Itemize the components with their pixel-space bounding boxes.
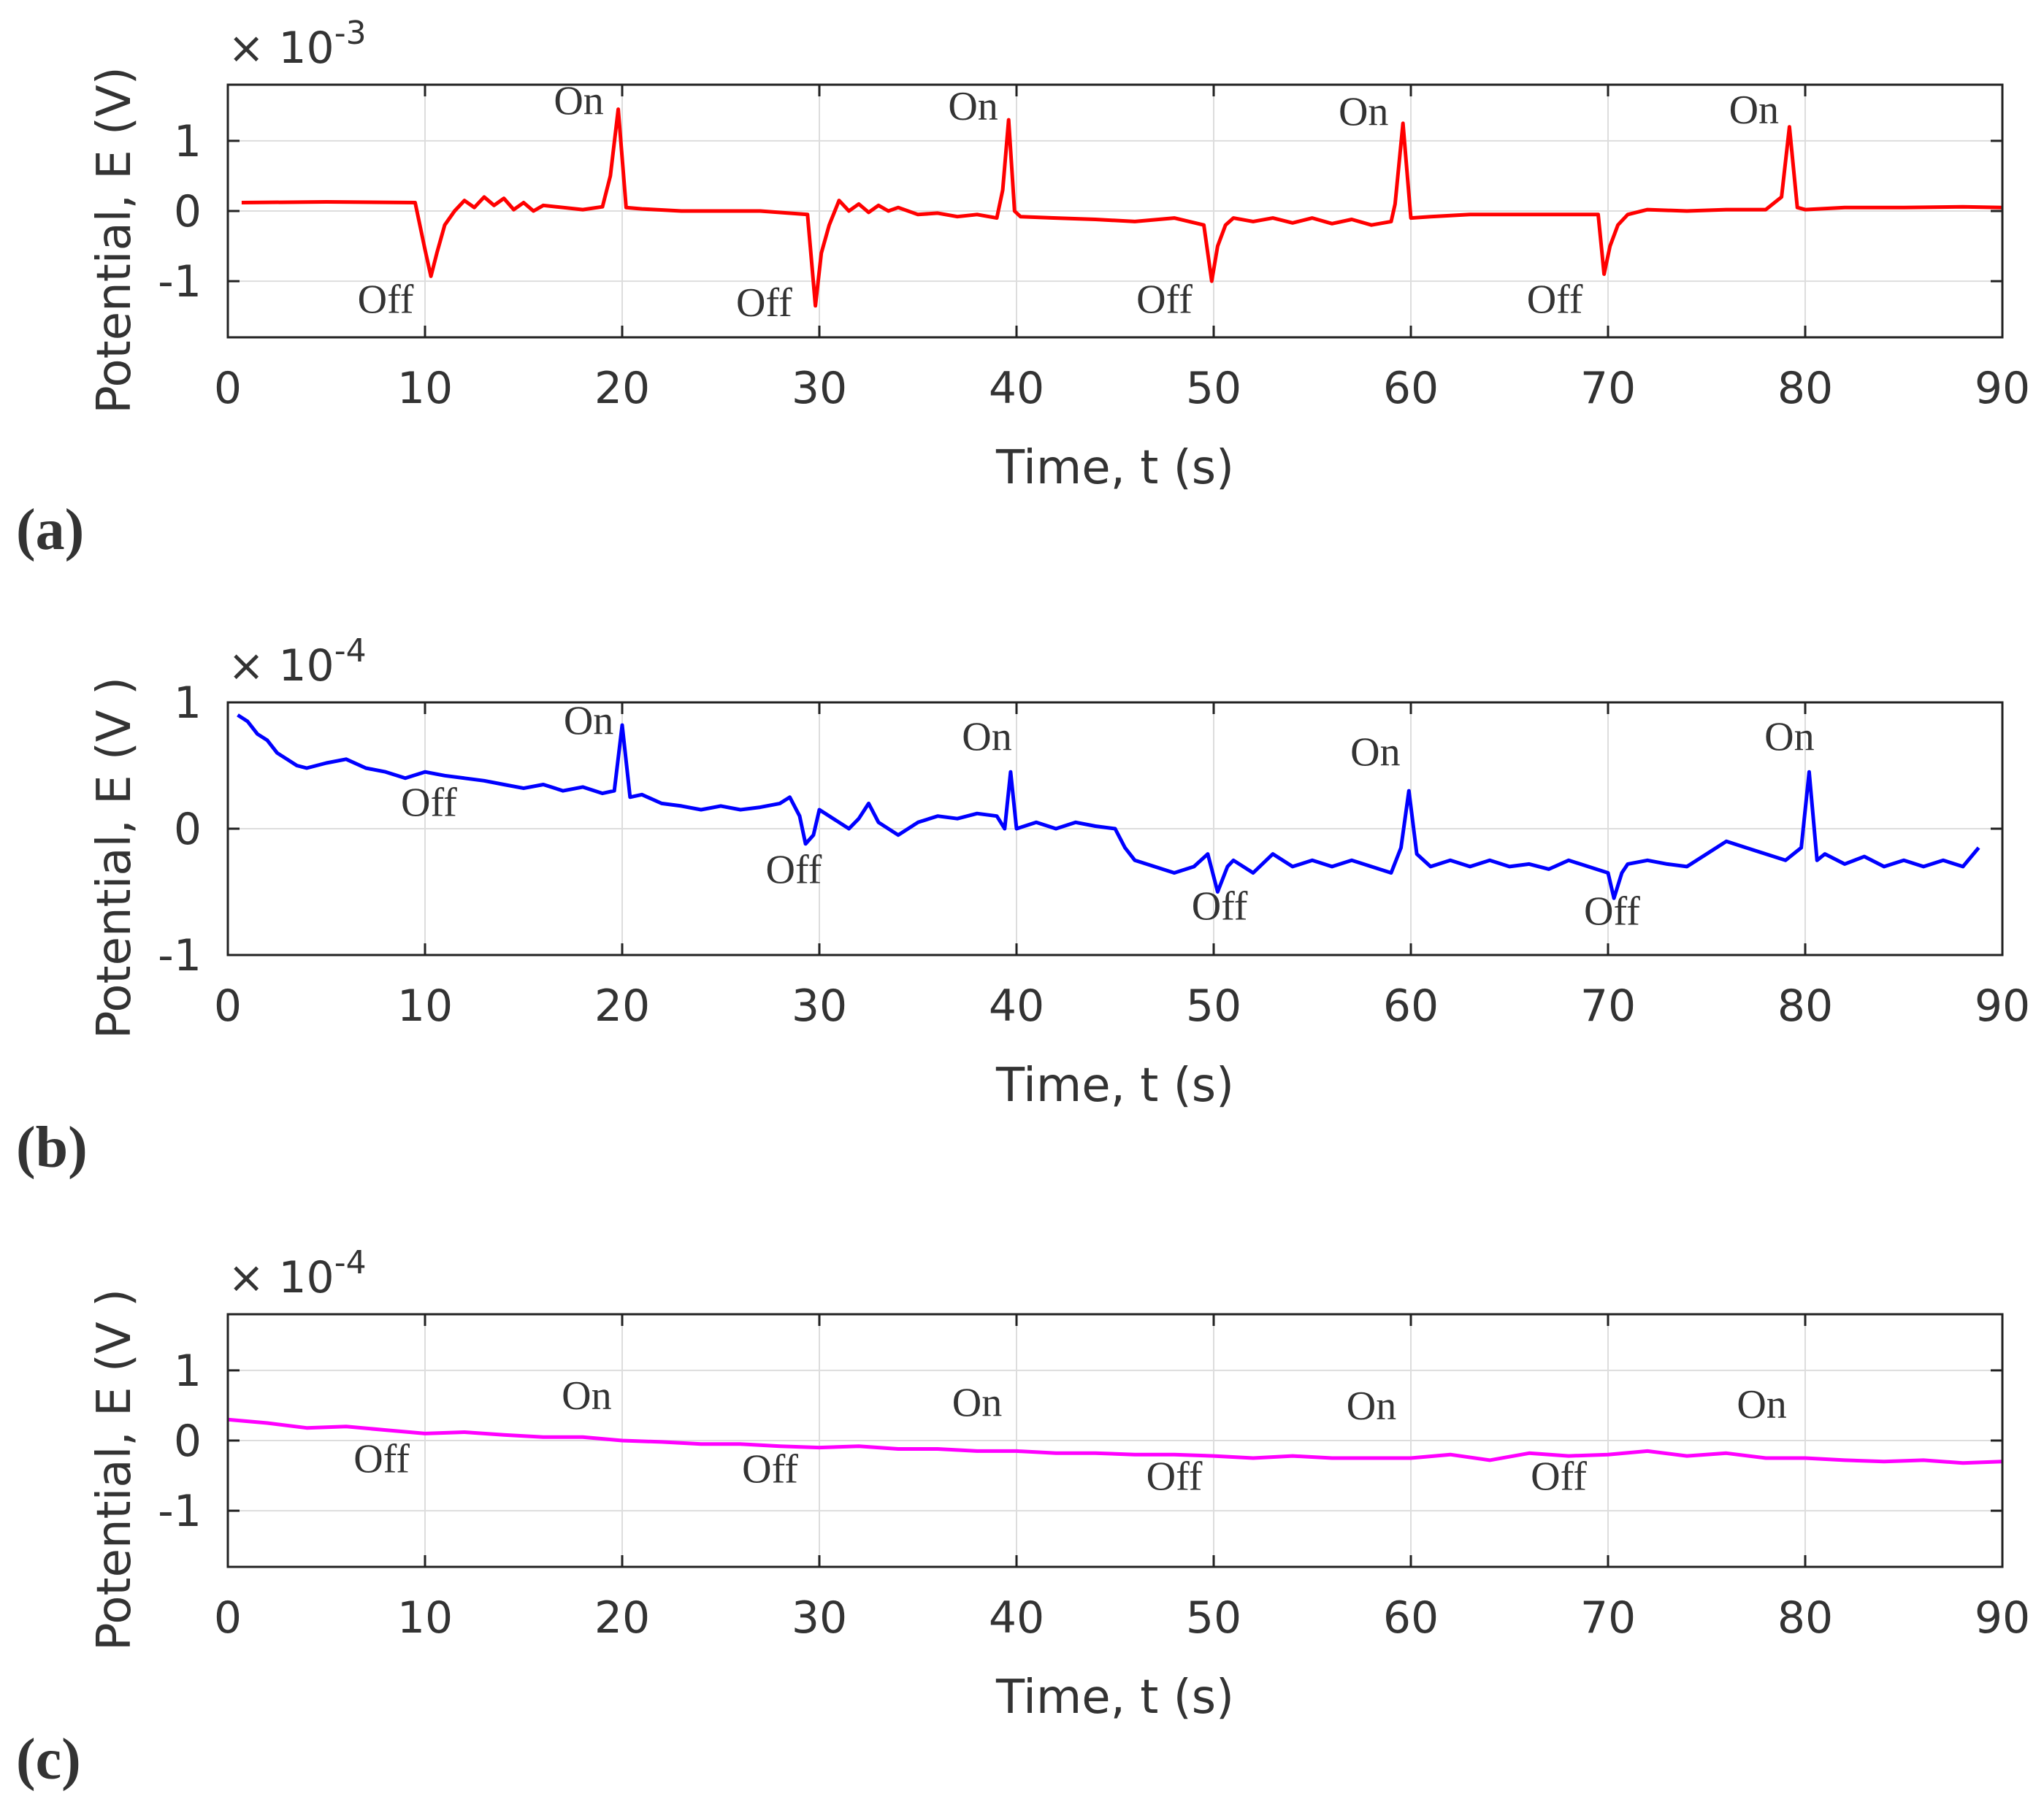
panel-c-exponent-power: -4 [334, 1244, 367, 1281]
panel-b-y-tick-label: 1 [174, 678, 202, 729]
panel-c-x-tick-label: 20 [594, 1592, 650, 1644]
panel-b-x-tick-label: 80 [1777, 981, 1833, 1032]
panel-b-annotation-on: On [564, 698, 613, 743]
panel-b-exponent-power: -4 [334, 632, 367, 670]
panel-a-y-tick-label: 1 [174, 116, 202, 167]
panel-c-y-tick-label: 0 [174, 1416, 202, 1467]
panel-b-annotation-off: Off [1584, 889, 1640, 934]
panel-b-x-tick-label: 0 [214, 981, 242, 1032]
panel-c-x-tick-label: 60 [1383, 1592, 1439, 1644]
panel-c-series-line [227, 1417, 2003, 1465]
panel-a: 0 10 20 30 40 50 60 70 80 90 -1 0 1 × 10-3 Time, t (s)… [16, 15, 2030, 562]
panel-b-annotation-on: On [962, 715, 1011, 760]
panel-a-annotation-off: Off [1527, 277, 1583, 322]
panel-a-x-tick-label: 60 [1383, 363, 1439, 414]
panel-a-x-tick-label: 50 [1186, 363, 1241, 414]
panel-b-annotation-on: On [1350, 730, 1400, 775]
panel-a-x-tick-label: 90 [1975, 363, 2030, 414]
panel-b-x-tick-label: 50 [1186, 981, 1241, 1032]
panel-b-y-tick-label: -1 [158, 930, 202, 981]
panel-c-x-tick-label: 10 [397, 1592, 453, 1644]
panel-a-x-axis-label: Time, t (s) [995, 441, 1234, 495]
panel-b-tag: (b) [16, 1116, 88, 1180]
panel-c-tag: (c) [16, 1727, 81, 1792]
panel-a-annotation-off: Off [1136, 277, 1193, 322]
panel-a-x-tick-label: 80 [1777, 363, 1833, 414]
panel-b-x-tick-label: 90 [1975, 981, 2030, 1032]
panel-b-annotation-off: Off [1192, 884, 1248, 929]
panel-c-x-tick-label: 80 [1777, 1592, 1833, 1644]
panel-a-annotation-on: On [554, 78, 603, 123]
panel-c-exponent-base: × 10 [228, 1252, 334, 1303]
panel-c: 0 10 20 30 40 50 60 70 80 90 -1 0 1 × 10-4 Time, t (s)… [16, 1244, 2030, 1792]
panel-b-annotation-off: Off [766, 847, 822, 892]
panel-b-x-tick-label: 10 [397, 981, 453, 1032]
panel-b-x-tick-label: 40 [989, 981, 1044, 1032]
panel-a-annotation-on: On [948, 84, 998, 129]
panel-c-x-tick-label: 30 [792, 1592, 847, 1644]
panel-a-exponent-power: -3 [334, 15, 367, 52]
panel-c-x-tick-label: 70 [1580, 1592, 1636, 1644]
panel-c-annotation-off: Off [1147, 1454, 1203, 1499]
panel-a-y-tick-label: 0 [174, 186, 202, 237]
panel-b-annotation-on: On [1764, 715, 1814, 760]
panel-b-series-line [237, 713, 1980, 900]
panel-c-annotation-on: On [1737, 1382, 1786, 1427]
panel-c-x-tick-label: 50 [1186, 1592, 1241, 1644]
panel-a-x-tick-label: 20 [594, 363, 650, 414]
panel-b-plot-frame [226, 701, 2004, 956]
panel-a-series-line [241, 107, 2003, 308]
panel-b-exponent-base: × 10 [228, 640, 334, 691]
panel-a-x-tick-label: 10 [397, 363, 453, 414]
panel-b-annotation-off: Off [401, 781, 457, 826]
panel-a-tag: (a) [16, 498, 84, 562]
panel-c-exponent-label: × 10-4 [228, 1244, 367, 1303]
panel-b-x-axis-label: Time, t (s) [995, 1059, 1234, 1113]
panel-b-y-tick-label: 0 [174, 804, 202, 855]
panel-a-annotation-off: Off [736, 280, 792, 326]
panel-b-x-tick-label: 70 [1580, 981, 1636, 1032]
panel-c-x-tick-label: 0 [214, 1592, 242, 1644]
panel-a-y-tick-label: -1 [158, 256, 202, 307]
panel-a-x-tick-label: 30 [792, 363, 847, 414]
panel-b-x-tick-label: 20 [594, 981, 650, 1032]
panel-c-x-axis-label: Time, t (s) [995, 1671, 1234, 1725]
panel-b-exponent-label: × 10-4 [228, 632, 367, 691]
panel-b-y-axis-label: Potential, E (V ) [88, 677, 142, 1039]
panel-a-exponent-label: × 10-3 [228, 15, 367, 74]
panel-a-plot-frame [226, 83, 2004, 339]
panel-c-y-tick-label: 1 [174, 1346, 202, 1397]
panel-c-x-tick-label: 40 [989, 1592, 1044, 1644]
panel-a-x-tick-label: 70 [1580, 363, 1636, 414]
panel-c-x-tick-label: 90 [1975, 1592, 2030, 1644]
panel-a-annotation-on: On [1729, 88, 1779, 133]
panel-a-y-axis-label: Potential, E (V) [88, 66, 142, 414]
panel-c-annotation-off: Off [742, 1447, 798, 1492]
panel-a-annotation-off: Off [358, 277, 414, 322]
panel-a-x-tick-label: 0 [214, 363, 242, 414]
panel-c-annotation-on: On [952, 1380, 1002, 1425]
panel-c-y-axis-label: Potential, E (V ) [88, 1289, 142, 1651]
panel-c-y-tick-label: -1 [158, 1486, 202, 1537]
panel-a-exponent-base: × 10 [228, 23, 334, 74]
panel-c-annotation-on: On [1347, 1384, 1396, 1429]
panel-c-annotation-on: On [562, 1373, 611, 1419]
panel-c-annotation-off: Off [353, 1436, 410, 1481]
panel-c-annotation-off: Off [1531, 1454, 1587, 1499]
panel-b-x-tick-label: 60 [1383, 981, 1439, 1032]
panel-a-annotation-on: On [1339, 90, 1388, 135]
panel-c-plot-frame [226, 1313, 2004, 1568]
panel-b-x-tick-label: 30 [792, 981, 847, 1032]
panel-a-x-tick-label: 40 [989, 363, 1044, 414]
